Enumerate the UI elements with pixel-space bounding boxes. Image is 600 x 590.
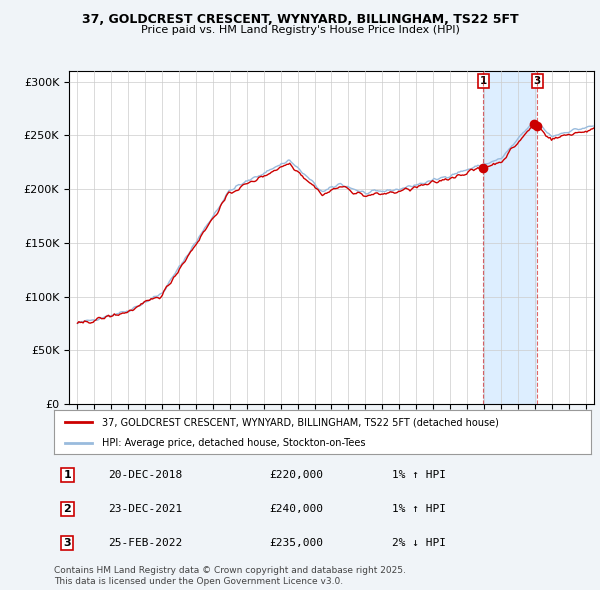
Text: 1: 1 (64, 470, 71, 480)
Text: 1% ↑ HPI: 1% ↑ HPI (392, 470, 446, 480)
Text: 37, GOLDCREST CRESCENT, WYNYARD, BILLINGHAM, TS22 5FT (detached house): 37, GOLDCREST CRESCENT, WYNYARD, BILLING… (103, 418, 499, 427)
Bar (484, 71, 537, 404)
Text: £220,000: £220,000 (269, 470, 323, 480)
Text: HPI: Average price, detached house, Stockton-on-Tees: HPI: Average price, detached house, Stoc… (103, 438, 366, 448)
Text: 25-FEB-2022: 25-FEB-2022 (108, 538, 182, 548)
Text: 37, GOLDCREST CRESCENT, WYNYARD, BILLINGHAM, TS22 5FT: 37, GOLDCREST CRESCENT, WYNYARD, BILLING… (82, 13, 518, 26)
Text: 2% ↓ HPI: 2% ↓ HPI (392, 538, 446, 548)
Text: 1% ↑ HPI: 1% ↑ HPI (392, 504, 446, 514)
Text: £235,000: £235,000 (269, 538, 323, 548)
Text: Price paid vs. HM Land Registry's House Price Index (HPI): Price paid vs. HM Land Registry's House … (140, 25, 460, 35)
Text: 1: 1 (480, 76, 487, 86)
Text: 2: 2 (64, 504, 71, 514)
Text: 20-DEC-2018: 20-DEC-2018 (108, 470, 182, 480)
Text: Contains HM Land Registry data © Crown copyright and database right 2025.
This d: Contains HM Land Registry data © Crown c… (54, 566, 406, 586)
Text: 23-DEC-2021: 23-DEC-2021 (108, 504, 182, 514)
Text: £240,000: £240,000 (269, 504, 323, 514)
Text: 3: 3 (533, 76, 541, 86)
Text: 3: 3 (64, 538, 71, 548)
